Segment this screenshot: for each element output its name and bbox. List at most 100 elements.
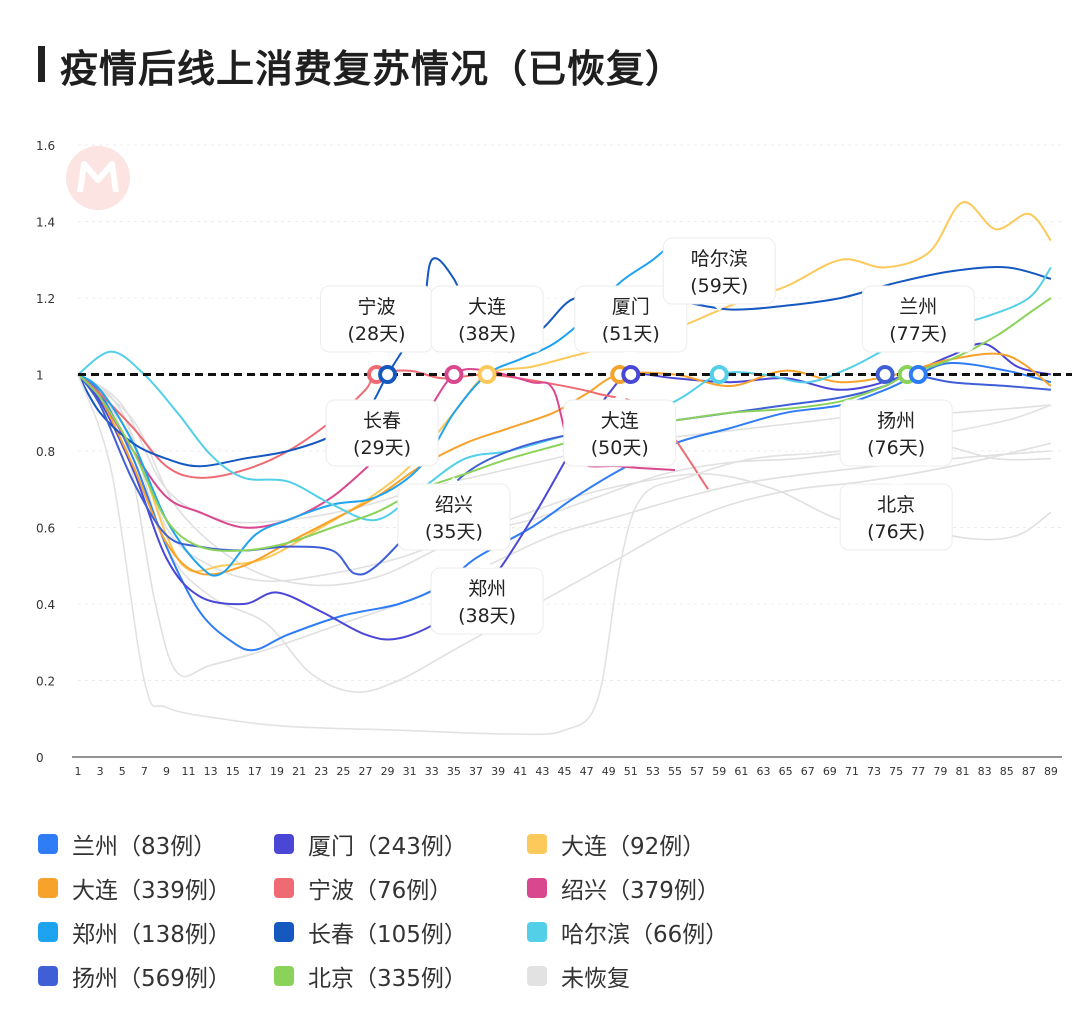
legend-label: 宁波（76例）: [308, 878, 453, 904]
annotation-callout: 厦门 (51天): [574, 285, 688, 359]
x-tick-label: 39: [491, 765, 505, 778]
legend-item[interactable]: 大连（92例）: [527, 827, 787, 861]
legend-label: 绍兴（379例）: [561, 878, 720, 904]
annotation-days: (35天): [425, 521, 483, 543]
recovery-marker: [908, 365, 928, 384]
annotation-city: 大连: [601, 410, 639, 432]
annotation-callout: 长春 (29天): [325, 393, 439, 467]
x-tick-label: 57: [690, 765, 704, 778]
annotation-callout: 哈尔滨 (59天): [662, 237, 776, 311]
annotation-city: 扬州: [877, 410, 915, 432]
annotation-callout: 北京 (76天): [839, 477, 953, 551]
annotation-days: (50天): [591, 437, 649, 459]
x-tick-label: 9: [163, 765, 170, 778]
line-chart: 00.20.40.60.811.21.41.61 3 5 7 9 11 13 15 17 19 21…: [36, 139, 1072, 778]
recovery-marker: [709, 365, 729, 384]
x-tick-label: 49: [602, 765, 616, 778]
y-tick-label: 0.6: [36, 522, 55, 536]
watermark-circle: [66, 146, 130, 210]
series-line: [77, 201, 1052, 573]
x-tick-label: 81: [955, 765, 969, 778]
x-tick-label: 63: [756, 765, 770, 778]
x-tick-label: 75: [889, 765, 903, 778]
x-tick-label: 37: [469, 765, 483, 778]
annotation-city: 郑州: [468, 578, 506, 600]
annotation-city: 大连: [468, 296, 506, 318]
series-line: [77, 369, 710, 490]
x-tick-label: 31: [403, 765, 417, 778]
legend-swatch: [38, 878, 58, 898]
x-tick-label: 59: [712, 765, 726, 778]
legend-swatch: [527, 834, 547, 854]
annotation-pointer: [480, 561, 495, 568]
legend-item[interactable]: 未恢复: [527, 959, 787, 993]
legend-swatch: [38, 966, 58, 986]
annotation-pointer: [612, 393, 627, 400]
legend-label: 兰州（83例）: [72, 834, 217, 860]
annotation-days: (28天): [348, 323, 406, 345]
x-tick-label: 67: [801, 765, 815, 778]
y-tick-label: 0.2: [36, 675, 55, 689]
annotation-pointer: [712, 304, 727, 311]
annotation-city: 厦门: [612, 296, 650, 318]
y-tick-label: 1: [36, 369, 44, 383]
legend-swatch: [274, 834, 294, 854]
annotation-days: (38天): [458, 605, 516, 627]
x-tick-label: 51: [624, 765, 638, 778]
legend-label: 大连（92例）: [561, 834, 706, 860]
annotation-pointer: [480, 352, 495, 359]
legend-row: 扬州（569例） 北京（335例） 未恢复: [38, 954, 1058, 998]
y-tick-label: 1.2: [36, 292, 55, 306]
y-tick-label: 0: [36, 751, 44, 765]
annotation-callout: 郑州 (38天): [430, 561, 544, 635]
annotation-days: (76天): [867, 521, 925, 543]
legend-item[interactable]: 宁波（76例）: [274, 871, 527, 905]
legend-item[interactable]: 大连（339例）: [38, 871, 274, 905]
legend-label: 厦门（243例）: [308, 834, 467, 860]
legend-item[interactable]: 兰州（83例）: [38, 827, 274, 861]
x-tick-label: 25: [336, 765, 350, 778]
recovery-marker: [477, 365, 497, 384]
annotation-city: 哈尔滨: [691, 248, 748, 270]
x-tick-label: 41: [513, 765, 527, 778]
legend-item[interactable]: 长春（105例）: [274, 915, 527, 949]
x-tick-label: 77: [911, 765, 925, 778]
x-tick-label: 73: [867, 765, 881, 778]
x-tick-label: 43: [535, 765, 549, 778]
chart-title: 疫情后线上消费复苏情况（已恢复）: [60, 47, 685, 91]
annotation-days: (77天): [889, 323, 947, 345]
x-tick-label: 19: [270, 765, 284, 778]
legend-item[interactable]: 绍兴（379例）: [527, 871, 787, 905]
legend-swatch: [527, 922, 547, 942]
annotation-city: 绍兴: [435, 494, 473, 516]
x-tick-label: 79: [933, 765, 947, 778]
annotation-days: (76天): [867, 437, 925, 459]
x-tick-label: 45: [557, 765, 571, 778]
x-tick-label: 27: [358, 765, 372, 778]
annotation-days: (29天): [353, 437, 411, 459]
legend-item[interactable]: 北京（335例）: [274, 959, 527, 993]
x-tick-label: 55: [668, 765, 682, 778]
x-tick-label: 13: [204, 765, 218, 778]
legend-label: 北京（335例）: [308, 966, 467, 992]
legend-item[interactable]: 哈尔滨（66例）: [527, 915, 787, 949]
legend-item[interactable]: 厦门（243例）: [274, 827, 527, 861]
annotation-city: 兰州: [899, 296, 937, 318]
recovery-marker: [875, 365, 895, 384]
title-accent-bar: [38, 46, 45, 82]
legend-row: 郑州（138例） 长春（105例） 哈尔滨（66例）: [38, 910, 1058, 954]
legend-swatch: [527, 878, 547, 898]
legend-item[interactable]: 扬州（569例）: [38, 959, 274, 993]
x-tick-label: 53: [646, 765, 660, 778]
annotation-callout: 宁波 (28天): [320, 285, 434, 359]
legend-item[interactable]: 郑州（138例）: [38, 915, 274, 949]
legend-swatch: [274, 922, 294, 942]
x-tick-label: 87: [1022, 765, 1036, 778]
annotation-city: 长春: [363, 410, 401, 432]
x-tick-label: 5: [119, 765, 126, 778]
legend-label: 郑州（138例）: [72, 922, 231, 948]
y-tick-label: 0.4: [36, 598, 55, 612]
x-tick-label: 47: [580, 765, 594, 778]
x-tick-label: 17: [248, 765, 262, 778]
annotation-callout: 大连 (50天): [563, 393, 677, 467]
